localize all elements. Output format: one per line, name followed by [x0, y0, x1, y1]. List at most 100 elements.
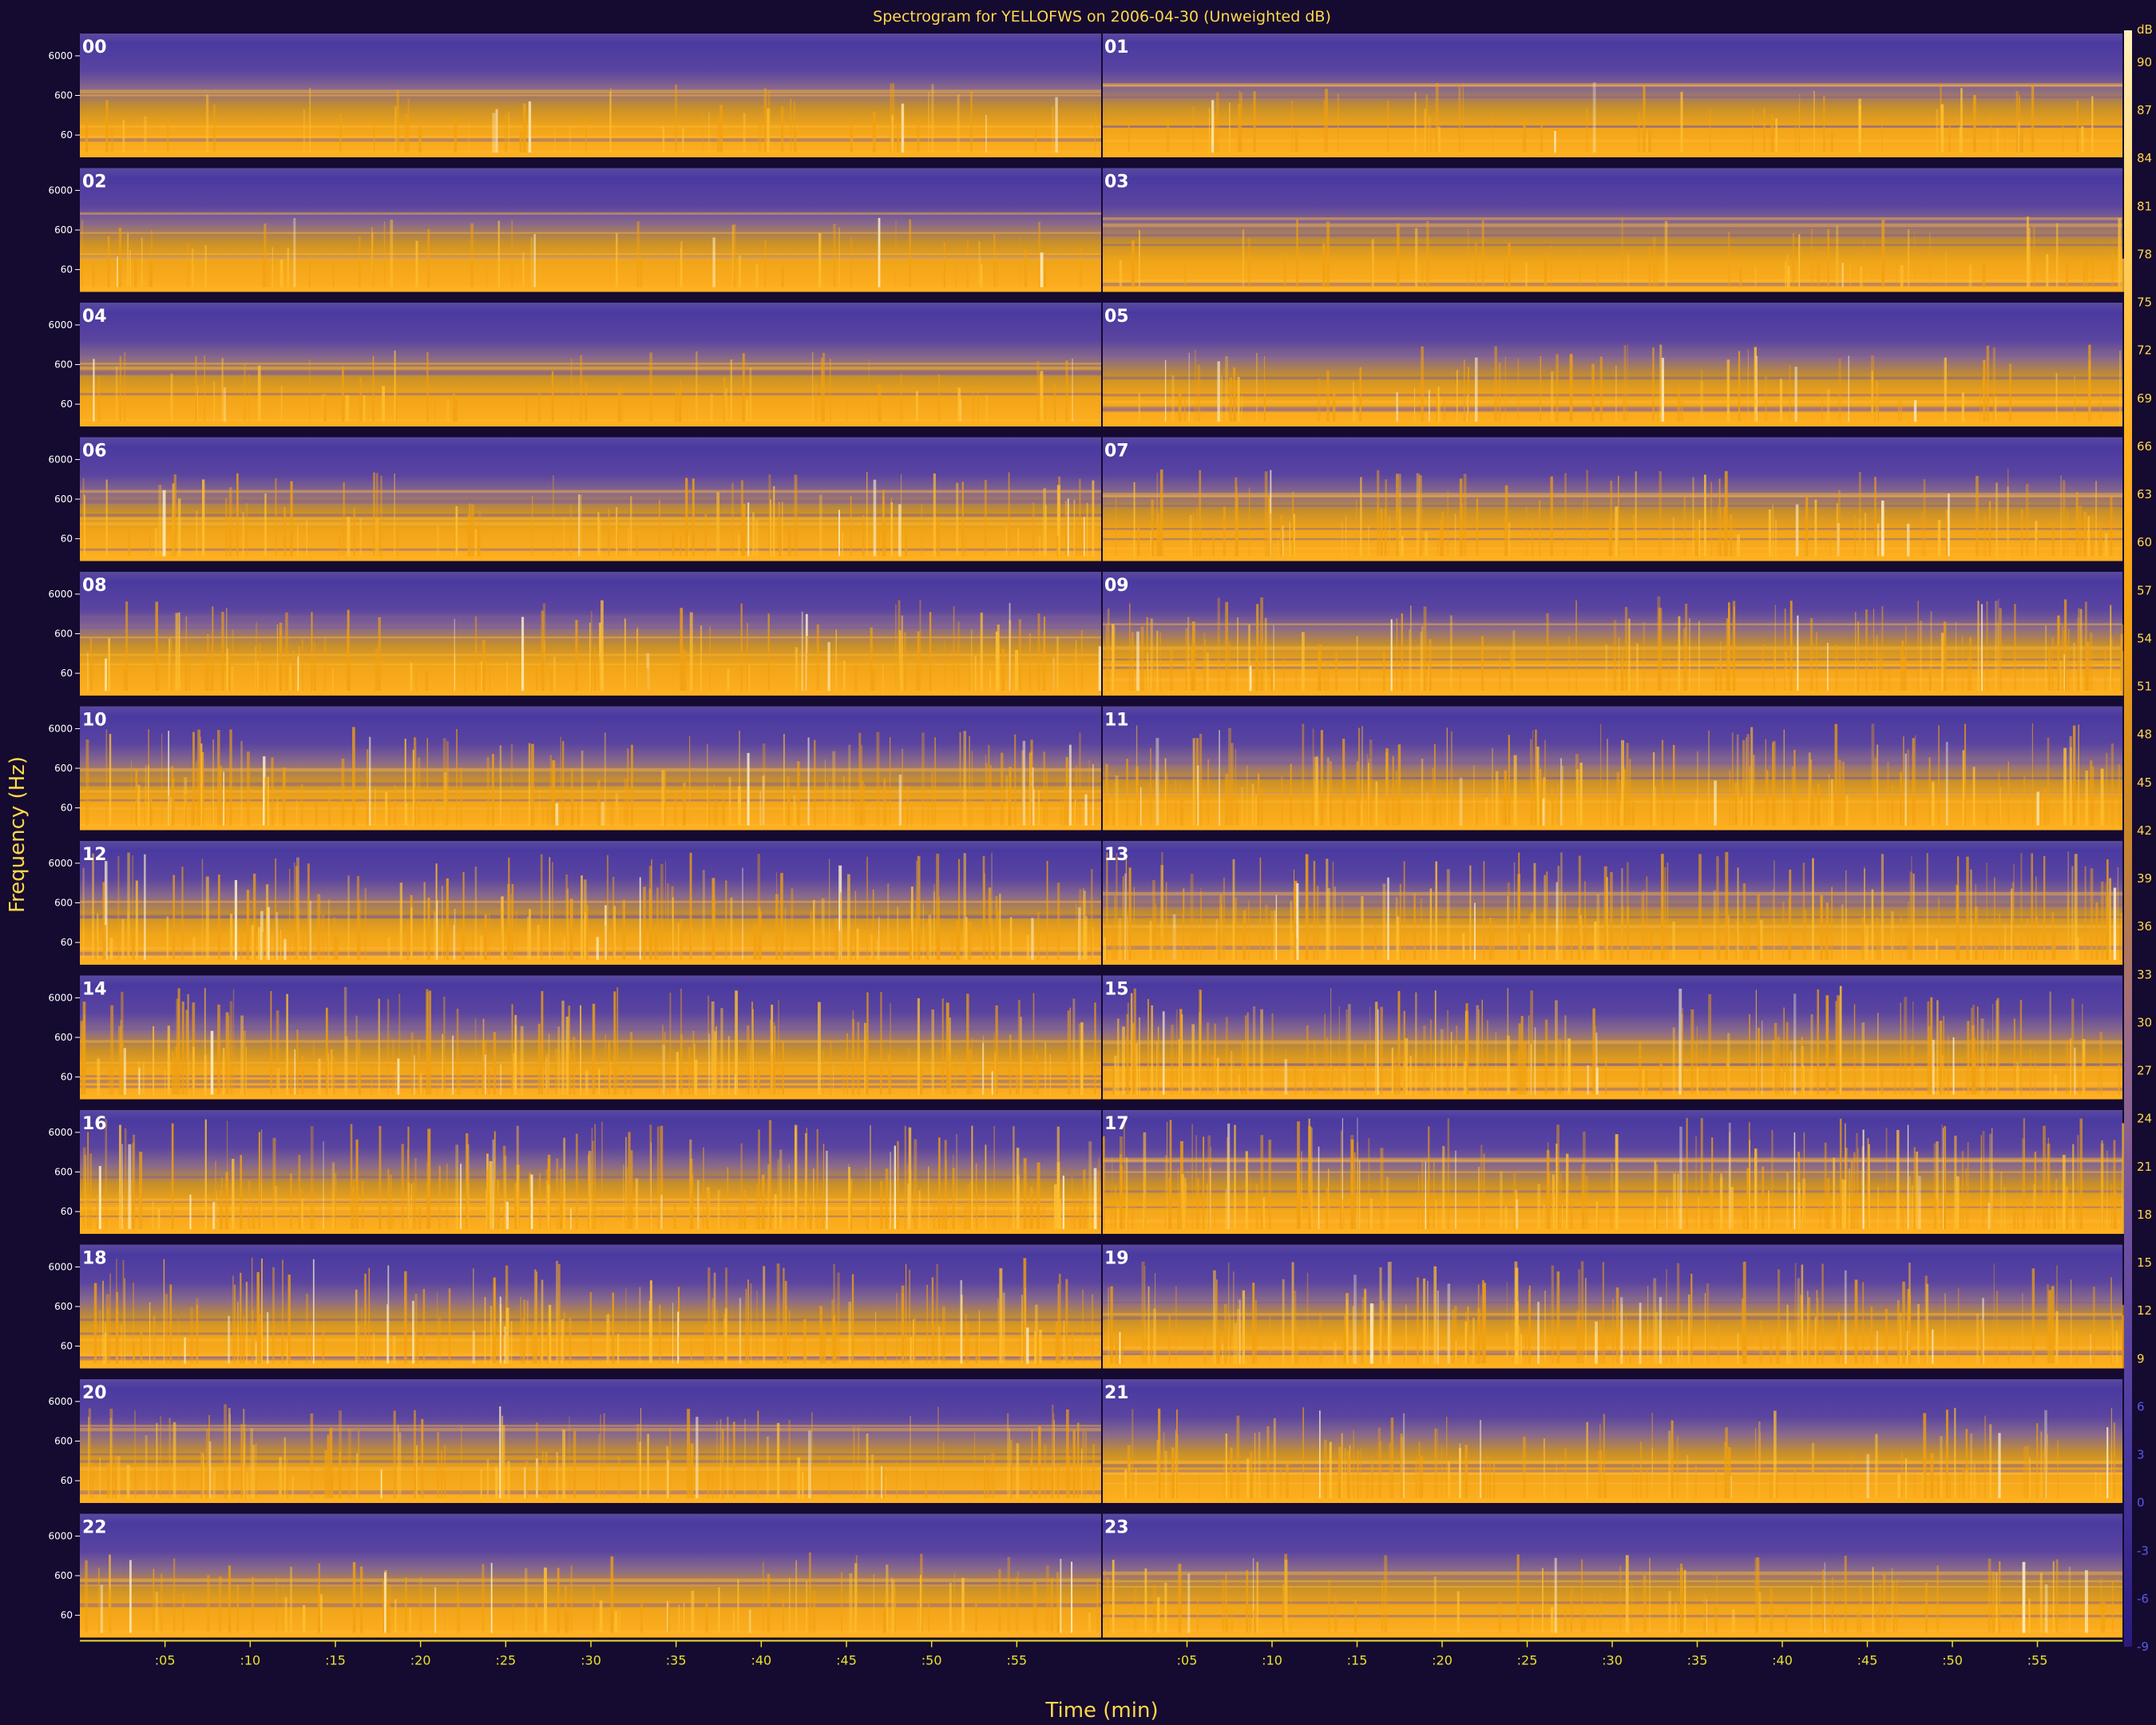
event-streak — [1728, 1122, 1731, 1234]
event-streak — [1155, 771, 1158, 831]
event-streak — [1296, 219, 1298, 292]
event-streak — [545, 1168, 549, 1234]
event-streak — [1434, 1428, 1437, 1503]
event-streak — [1330, 1065, 1334, 1100]
event-streak — [109, 1418, 113, 1503]
event-streak — [192, 732, 195, 831]
colorbar-tick-label: 54 — [2137, 631, 2152, 645]
event-streak — [1723, 506, 1726, 561]
event-streak — [1737, 867, 1739, 965]
event-streak — [2102, 1606, 2106, 1638]
event-streak — [1619, 1565, 1622, 1638]
event-streak — [880, 992, 882, 1100]
event-streak — [797, 1457, 801, 1503]
event-streak — [642, 920, 644, 965]
event-streak — [1517, 358, 1520, 426]
event-streak — [591, 1128, 593, 1234]
event-streak — [1235, 748, 1237, 831]
event-streak — [339, 1451, 341, 1503]
event-streak — [1260, 1135, 1264, 1234]
event-streak — [1401, 613, 1403, 696]
event-streak — [854, 656, 858, 696]
event-streak — [1986, 345, 1990, 426]
event-streak — [703, 1147, 704, 1234]
event-streak — [495, 109, 498, 157]
event-streak — [1030, 751, 1032, 831]
event-streak — [2053, 1202, 2056, 1234]
event-streak — [834, 1327, 838, 1369]
event-streak — [875, 1311, 877, 1369]
event-streak — [276, 624, 279, 696]
event-streak — [542, 603, 546, 696]
event-streak — [968, 657, 971, 696]
strip-baseline — [80, 960, 1102, 965]
freq-band — [1102, 666, 2122, 669]
event-streak — [419, 1576, 422, 1638]
event-streak — [1833, 1157, 1836, 1234]
event-streak — [1592, 1008, 1595, 1100]
event-streak — [1051, 1404, 1054, 1503]
event-streak — [1650, 794, 1652, 831]
y-tick-label: 6000 — [48, 184, 73, 196]
event-streak — [526, 1300, 529, 1369]
event-streak — [1598, 1449, 1600, 1503]
event-streak — [1812, 791, 1814, 831]
event-streak — [1373, 1304, 1374, 1369]
event-streak — [837, 1272, 840, 1369]
event-streak — [928, 914, 932, 965]
event-streak — [669, 1428, 672, 1503]
event-streak — [562, 741, 565, 831]
event-streak — [1071, 1561, 1073, 1638]
event-streak — [1037, 911, 1040, 965]
event-streak — [1112, 796, 1116, 831]
event-streak — [995, 928, 997, 965]
event-streak — [454, 399, 458, 426]
colorbar-tick-label: 0 — [2137, 1496, 2145, 1510]
event-streak — [901, 1285, 905, 1369]
event-streak — [1079, 1023, 1080, 1100]
event-streak — [1083, 1169, 1086, 1234]
event-streak — [1853, 1152, 1856, 1234]
event-streak — [882, 1610, 886, 1638]
freq-band — [1102, 1615, 2122, 1618]
event-streak — [1907, 749, 1910, 831]
event-streak — [1551, 1265, 1554, 1369]
event-streak — [617, 387, 621, 426]
event-streak — [1874, 757, 1877, 831]
event-streak — [1463, 474, 1467, 561]
event-streak — [2113, 1140, 2116, 1234]
event-streak — [1230, 1447, 1233, 1503]
event-streak — [1085, 1431, 1087, 1503]
event-streak — [1685, 603, 1688, 696]
event-streak — [1585, 1278, 1587, 1369]
event-streak — [333, 917, 335, 965]
y-tick-label: 60 — [61, 803, 73, 814]
event-streak — [1611, 1299, 1614, 1369]
event-streak — [208, 1414, 210, 1503]
event-streak — [271, 247, 273, 292]
x-tick-label: :10 — [1262, 1653, 1282, 1668]
event-streak — [1120, 1165, 1124, 1234]
event-streak — [1418, 475, 1422, 561]
event-streak — [173, 1058, 176, 1100]
event-streak — [1071, 1333, 1074, 1369]
event-streak — [206, 94, 209, 157]
event-streak — [166, 916, 169, 965]
event-streak — [870, 1124, 871, 1234]
event-streak — [1467, 395, 1468, 426]
event-streak — [1704, 474, 1706, 561]
event-streak — [1980, 1319, 1984, 1369]
event-streak — [208, 1441, 212, 1503]
event-streak — [2061, 625, 2064, 696]
event-streak — [359, 377, 362, 426]
event-streak — [795, 1560, 798, 1638]
event-streak — [664, 1031, 666, 1100]
event-streak — [1207, 1022, 1210, 1100]
event-streak — [1254, 1300, 1258, 1369]
event-streak — [115, 366, 118, 426]
event-streak — [636, 1423, 640, 1503]
event-streak — [92, 853, 94, 965]
event-streak — [914, 915, 917, 965]
event-streak — [1461, 503, 1464, 561]
event-streak — [1907, 523, 1910, 561]
